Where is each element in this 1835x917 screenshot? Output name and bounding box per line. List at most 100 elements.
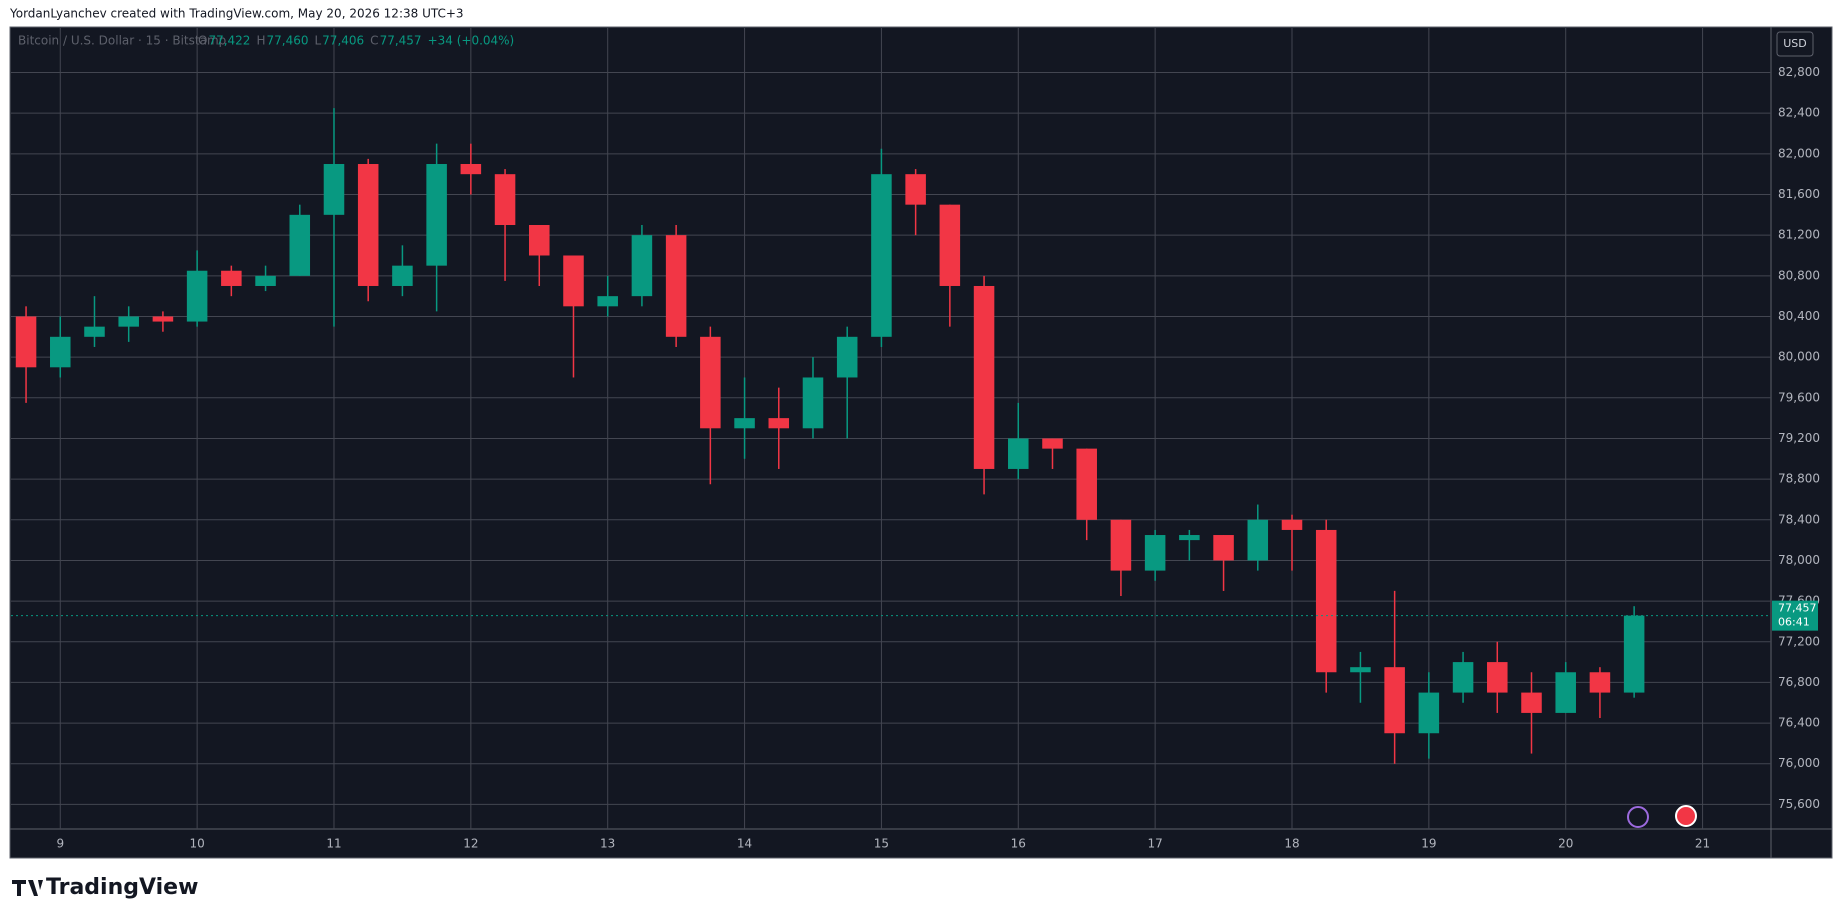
candle-body: [734, 418, 755, 429]
candle-body: [460, 164, 482, 175]
candle-body: [1281, 519, 1303, 530]
y-tick-label: 76,000: [1778, 756, 1820, 770]
y-tick-label: 81,200: [1778, 228, 1820, 242]
candle-body: [1247, 519, 1269, 561]
candle-body: [1144, 535, 1166, 571]
legend-value: 77,422: [208, 34, 250, 48]
candle-body: [529, 224, 550, 256]
candle-body: [255, 275, 276, 286]
candle-body: [1042, 438, 1063, 449]
x-tick-label: 15: [874, 837, 889, 851]
legend-key: C: [370, 34, 378, 48]
candle-body: [836, 336, 858, 378]
y-tick-label: 80,000: [1778, 350, 1820, 364]
candle-body: [1452, 662, 1474, 693]
candle-body: [1350, 667, 1371, 673]
y-tick-label: 78,400: [1778, 512, 1820, 526]
header: YordanLyanchev created with TradingView.…: [9, 7, 464, 21]
y-tick-label: 76,400: [1778, 716, 1820, 730]
candle-body: [1179, 535, 1200, 541]
chart-background: [9, 26, 1833, 859]
symbol: Bitcoin / U.S. Dollar · 15 · Bitstamp: [18, 34, 226, 48]
x-tick-label: 10: [189, 837, 204, 851]
x-tick-label: 12: [463, 837, 478, 851]
candle-body: [323, 164, 345, 215]
x-tick-label: 13: [600, 837, 615, 851]
candle-body: [15, 316, 37, 368]
candle-body: [905, 174, 926, 205]
candle-body: [665, 235, 687, 337]
legend-change: +34 (+0.04%): [428, 34, 515, 48]
candle-body: [1589, 672, 1611, 693]
candle-body: [563, 255, 584, 307]
x-tick-label: 9: [56, 837, 64, 851]
candle-body: [494, 174, 516, 225]
logo-icon: [12, 880, 43, 896]
axes: 75,60076,00076,40076,80077,20077,60078,0…: [56, 65, 1820, 850]
y-tick-label: 81,600: [1778, 187, 1820, 201]
candle-body: [50, 336, 71, 368]
legend-key: O: [198, 34, 207, 48]
x-tick-label: 20: [1558, 837, 1573, 851]
candle-body: [631, 235, 653, 297]
y-tick-label: 76,800: [1778, 675, 1820, 689]
candle-body: [186, 270, 208, 322]
candle-body: [768, 418, 790, 429]
event-icon[interactable]: [1627, 806, 1649, 828]
y-tick-label: 82,400: [1778, 106, 1820, 120]
candle-body: [357, 164, 379, 286]
candle-body: [1487, 662, 1508, 693]
ohlc-legend: O 77,422 H 77,460 L 77,406 C 77,457 +34 (+0.04%): [198, 34, 514, 48]
candle-body: [289, 214, 311, 276]
y-tick-label: 79,600: [1778, 390, 1820, 404]
flag-icon[interactable]: [1675, 805, 1697, 827]
candle-body: [1008, 438, 1029, 469]
candle-body: [1110, 519, 1132, 571]
countdown: 06:41: [1778, 616, 1810, 629]
legend-value: 77,406: [322, 34, 364, 48]
legend-key: L: [314, 34, 321, 48]
candle-body: [118, 316, 139, 327]
x-tick-label: 19: [1421, 837, 1436, 851]
y-tick-label: 82,800: [1778, 65, 1820, 79]
candle-body: [221, 270, 242, 286]
candle-body: [700, 336, 721, 429]
x-tick-label: 17: [1147, 837, 1162, 851]
legend-value: 77,460: [266, 34, 308, 48]
candle-body: [1076, 448, 1097, 520]
candles: [11, 108, 1771, 764]
candle-body: [973, 285, 995, 469]
currency-box[interactable]: [1776, 31, 1814, 57]
y-tick-label: 79,200: [1778, 431, 1820, 445]
candle-body: [1623, 615, 1645, 693]
candle-body: [426, 164, 447, 266]
footer-brand: TradingView: [46, 875, 198, 900]
y-tick-label: 82,000: [1778, 146, 1820, 160]
y-tick-label: 78,000: [1778, 553, 1820, 567]
currency: USD: [1783, 37, 1807, 50]
candle-body: [84, 326, 105, 337]
last-price-box: [1772, 600, 1818, 631]
x-tick-label: 16: [1011, 837, 1026, 851]
candle-body: [1384, 667, 1405, 734]
candle-body: [597, 296, 618, 307]
legend-key: H: [256, 34, 265, 48]
candle-body: [1521, 692, 1542, 713]
x-tick-label: 11: [326, 837, 341, 851]
candle-body: [1555, 672, 1576, 713]
x-tick-label: 14: [737, 837, 752, 851]
candle-body: [1213, 535, 1234, 561]
candle-body: [152, 316, 174, 322]
y-tick-label: 75,600: [1778, 797, 1820, 811]
candle-body: [1418, 692, 1440, 734]
candle-body: [871, 174, 892, 337]
last-price-label: 77,457: [1778, 602, 1817, 615]
legend-value: 77,457: [380, 34, 422, 48]
x-tick-label: 18: [1284, 837, 1299, 851]
candle-body: [392, 265, 413, 286]
y-tick-label: 80,400: [1778, 309, 1820, 323]
candle-body: [1315, 529, 1337, 673]
candle-body: [939, 204, 961, 286]
candle-body: [802, 377, 824, 429]
